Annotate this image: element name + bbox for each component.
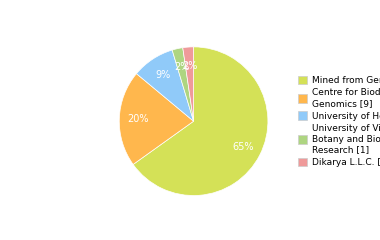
Wedge shape	[172, 48, 193, 121]
Text: 2%: 2%	[174, 62, 189, 72]
Text: 65%: 65%	[233, 142, 254, 152]
Text: 9%: 9%	[155, 70, 171, 80]
Wedge shape	[183, 47, 193, 121]
Wedge shape	[133, 47, 268, 196]
Text: 2%: 2%	[182, 61, 197, 71]
Text: 20%: 20%	[127, 114, 149, 124]
Legend: Mined from GenBank, NCBI [28], Centre for Biodiversity
Genomics [9], University : Mined from GenBank, NCBI [28], Centre fo…	[295, 72, 380, 170]
Wedge shape	[119, 74, 193, 164]
Wedge shape	[136, 50, 193, 121]
